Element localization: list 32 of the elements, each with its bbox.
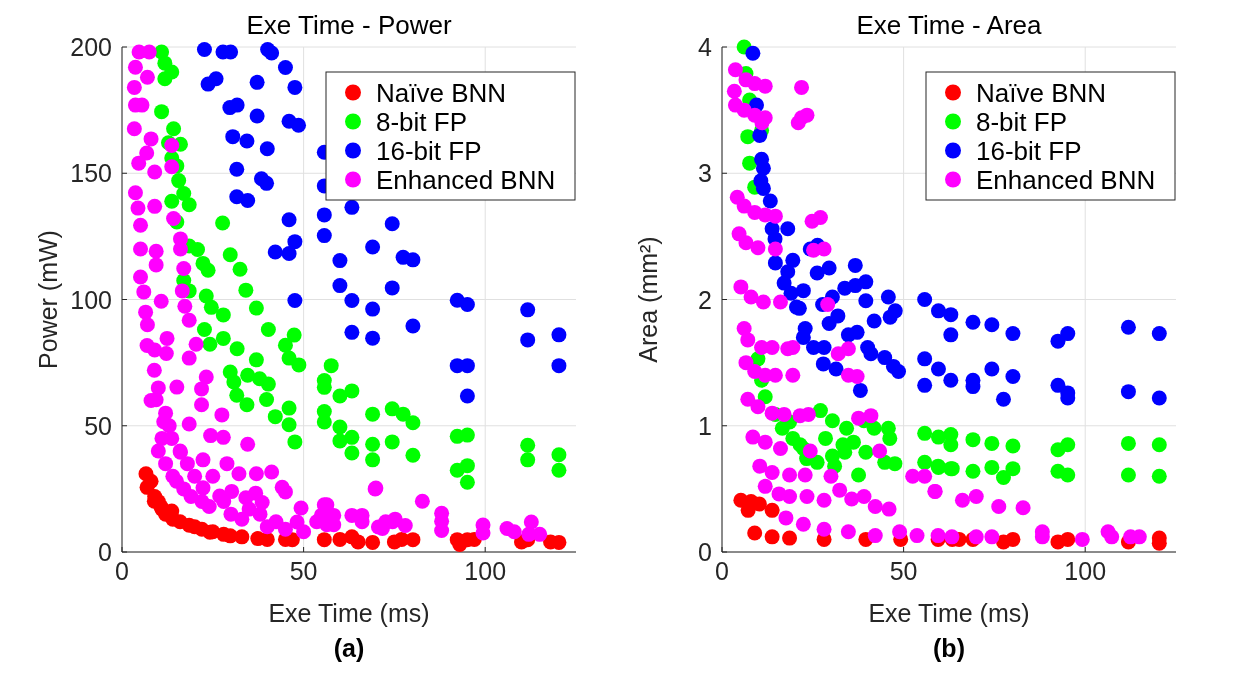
y-tick-label: 4 [698, 33, 713, 61]
x-tick-label: 100 [1064, 557, 1107, 585]
x-axis-title: Exe Time (ms) [268, 599, 430, 627]
y-axis-title: Power (mW) [34, 230, 62, 369]
text: (b) [933, 634, 965, 662]
chart-title: Exe Time - Power [246, 10, 452, 40]
legend-label: Enhanced BNN [976, 164, 1156, 195]
x-axis-title: Exe Time (ms) [868, 599, 1030, 627]
legend-label: 16-bit FP [376, 135, 482, 166]
y-tick-label: 3 [698, 159, 712, 188]
y-tick-label: 2 [698, 285, 712, 314]
legend-label: Enhanced BNN [376, 164, 556, 195]
y-axis-title: Area (mm²) [634, 236, 662, 363]
legend-label: Naïve BNN [976, 77, 1107, 108]
x-tick-label: 50 [289, 557, 318, 585]
y-tick-label: 0 [98, 538, 112, 566]
legend-label: Naïve BNN [376, 77, 507, 108]
x-tick-label: 0 [115, 557, 129, 585]
legend-label: 8-bit FP [376, 106, 468, 137]
y-tick-label: 200 [70, 33, 112, 61]
text: (a) [333, 634, 365, 662]
y-tick-label: 50 [84, 411, 112, 440]
x-tick-label: 50 [889, 557, 918, 585]
y-tick-label: 0 [698, 538, 712, 566]
x-tick-label: 100 [464, 557, 507, 585]
y-tick-label: 100 [70, 285, 112, 314]
y-tick-label: 150 [70, 159, 112, 188]
legend-label: 16-bit FP [976, 135, 1082, 166]
legend-label: 8-bit FP [976, 106, 1068, 137]
x-tick-label: 0 [715, 557, 729, 585]
chart-title: Exe Time - Area [856, 10, 1043, 40]
y-tick-label: 1 [698, 411, 712, 440]
